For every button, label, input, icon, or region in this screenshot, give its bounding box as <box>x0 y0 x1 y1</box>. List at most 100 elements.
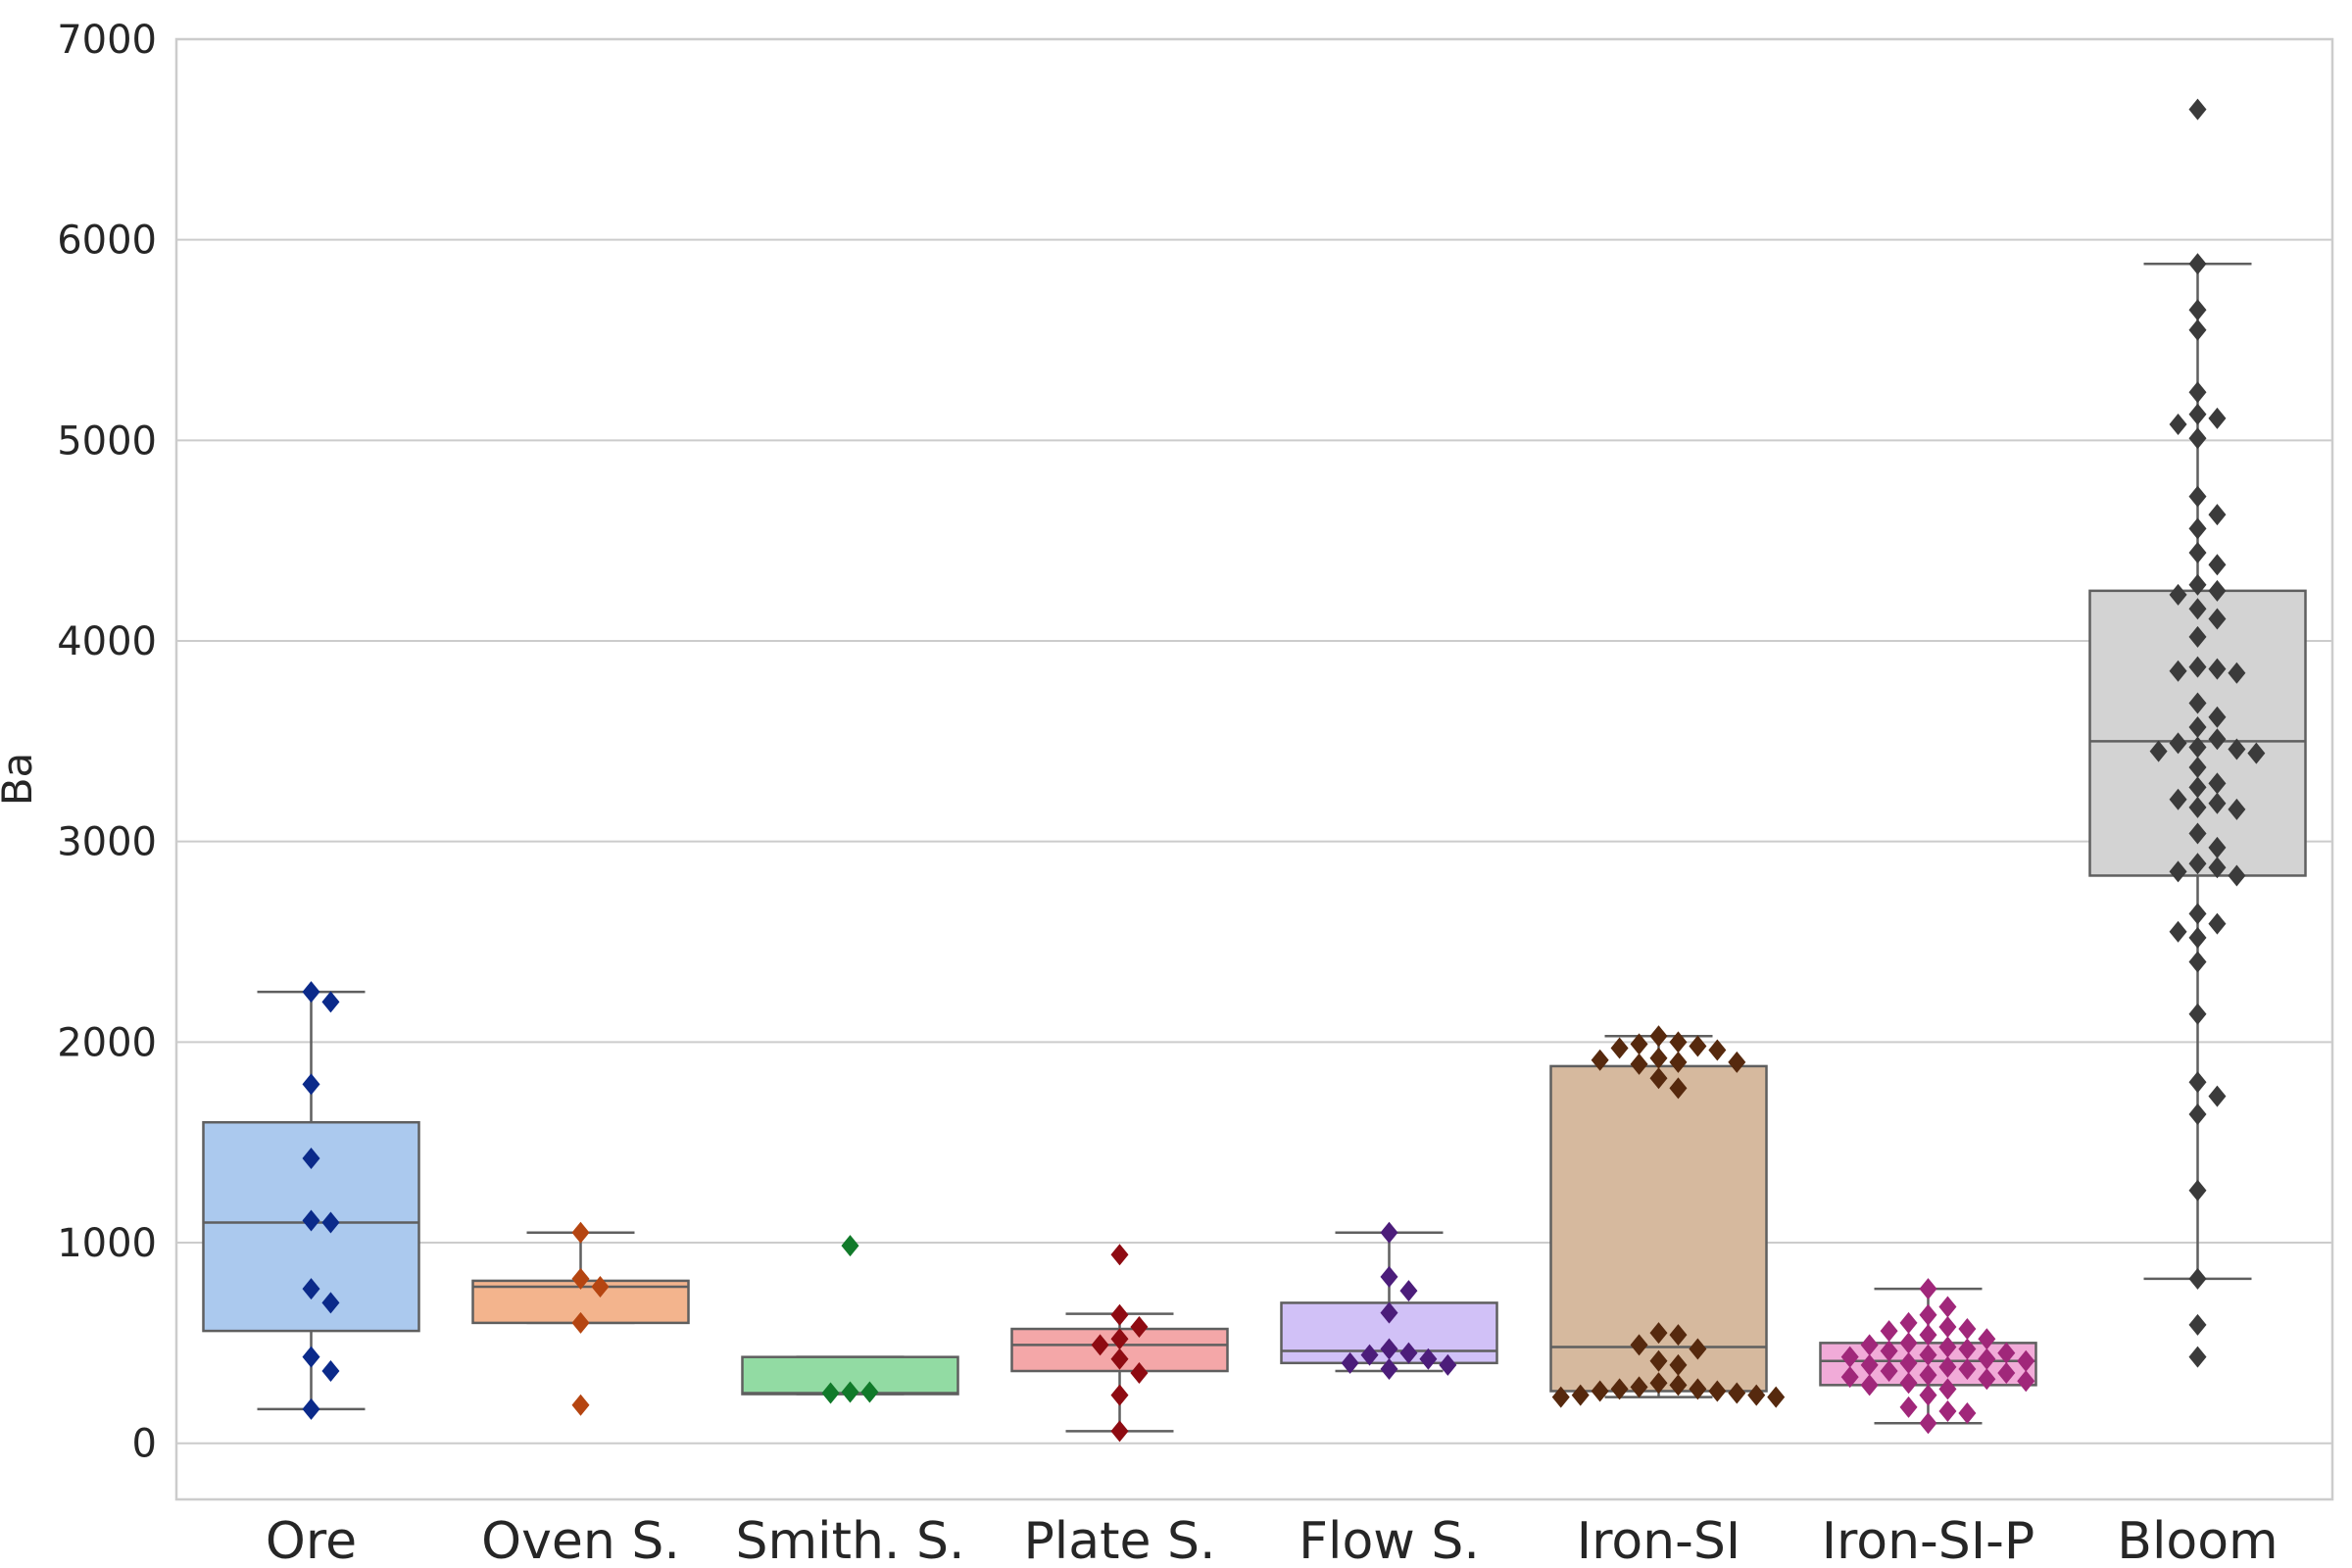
data-point <box>1380 1338 1398 1360</box>
data-point <box>1840 1346 1859 1368</box>
data-point <box>1938 1355 1957 1378</box>
data-point <box>2188 822 2207 845</box>
data-point <box>1689 1035 1707 1057</box>
data-point <box>1899 1311 1918 1334</box>
y-tick-label: 0 <box>132 1422 157 1467</box>
x-category-label: Oven S. <box>481 1512 680 1568</box>
plot-frame <box>174 37 2334 1501</box>
data-point <box>2208 554 2227 576</box>
data-point <box>1649 1047 1668 1069</box>
data-point <box>2149 740 2168 762</box>
data-point <box>1669 1051 1688 1073</box>
data-point <box>1978 1328 1996 1350</box>
y-tick-label: 7000 <box>57 18 157 63</box>
data-point <box>2188 98 2207 121</box>
data-point <box>2188 1267 2207 1290</box>
data-point <box>2169 860 2187 883</box>
data-point <box>1649 1067 1668 1090</box>
data-point <box>2188 573 2207 596</box>
data-point <box>2188 1003 2207 1025</box>
data-point <box>2188 253 2207 275</box>
gridlines <box>176 38 2332 1445</box>
data-point <box>1747 1384 1766 1406</box>
data-point <box>1708 1380 1727 1402</box>
data-point <box>2188 736 2207 759</box>
data-point <box>2188 485 2207 508</box>
x-category-label: Ore <box>266 1512 357 1568</box>
data-point <box>1669 1374 1688 1396</box>
data-point <box>1860 1334 1879 1356</box>
data-point <box>1130 1315 1149 1338</box>
data-point <box>1669 1031 1688 1054</box>
data-point <box>2169 583 2187 606</box>
data-point <box>1708 1039 1727 1061</box>
data-point <box>1610 1378 1629 1400</box>
data-point <box>1728 1382 1746 1404</box>
data-point <box>1919 1278 1937 1300</box>
data-point <box>1630 1334 1648 1356</box>
data-point <box>2188 318 2207 341</box>
data-point <box>2169 413 2187 435</box>
data-point <box>321 1211 340 1234</box>
data-point <box>1919 1364 1937 1387</box>
x-category-label: Bloom <box>2117 1512 2278 1568</box>
data-point <box>2017 1370 2035 1393</box>
data-point <box>2188 853 2207 875</box>
data-point <box>1767 1386 1786 1408</box>
data-point <box>1689 1338 1707 1360</box>
data-point <box>1899 1332 1918 1354</box>
data-point <box>1978 1348 1996 1370</box>
data-point <box>1919 1303 1937 1326</box>
data-point <box>2208 857 2227 879</box>
data-point <box>1958 1318 1977 1341</box>
data-point <box>1880 1360 1898 1383</box>
data-point <box>1380 1221 1398 1244</box>
data-point <box>2228 662 2246 684</box>
data-point <box>1728 1051 1746 1073</box>
data-point <box>2188 776 2207 799</box>
data-point <box>2169 732 2187 755</box>
data-point <box>1630 1376 1648 1398</box>
data-point <box>1380 1357 1398 1380</box>
data-point <box>1380 1265 1398 1288</box>
y-axis-ticks: 0 1000 2000 3000 4000 5000 6000 7000 <box>57 18 157 1467</box>
data-point <box>321 1360 340 1383</box>
data-point <box>2188 796 2207 818</box>
data-point <box>1551 1386 1570 1408</box>
data-point <box>1880 1320 1898 1343</box>
data-point <box>1978 1368 1996 1391</box>
data-point <box>321 1292 340 1314</box>
y-tick-label: 1000 <box>57 1221 157 1266</box>
x-category-label: Iron-SI-P <box>1822 1512 2035 1568</box>
data-point <box>591 1276 610 1298</box>
data-point <box>1110 1420 1129 1443</box>
data-point <box>1938 1336 1957 1358</box>
data-point <box>2188 1071 2207 1094</box>
data-point <box>2208 407 2227 429</box>
data-point <box>1649 1025 1668 1048</box>
data-point <box>1840 1366 1859 1389</box>
data-point <box>1571 1384 1590 1406</box>
data-point <box>2228 798 2246 820</box>
data-point <box>2247 742 2266 764</box>
data-point <box>2188 381 2207 404</box>
data-point <box>2188 926 2207 949</box>
data-point <box>2188 427 2207 450</box>
y-tick-label: 3000 <box>57 820 157 865</box>
data-point <box>302 1346 320 1368</box>
data-point <box>1919 1384 1937 1406</box>
data-point <box>1938 1296 1957 1318</box>
data-point <box>2017 1349 2035 1372</box>
data-point <box>1610 1037 1629 1059</box>
data-point <box>1958 1338 1977 1360</box>
data-point <box>1669 1324 1688 1347</box>
y-axis-label: Ba <box>0 753 41 807</box>
data-point <box>1439 1353 1457 1376</box>
data-point <box>1649 1322 1668 1345</box>
data-point <box>2208 792 2227 814</box>
y-tick-label: 2000 <box>57 1020 157 1065</box>
data-point <box>571 1394 590 1416</box>
data-point <box>841 1235 859 1257</box>
data-point <box>1649 1372 1668 1395</box>
data-point <box>2208 608 2227 630</box>
